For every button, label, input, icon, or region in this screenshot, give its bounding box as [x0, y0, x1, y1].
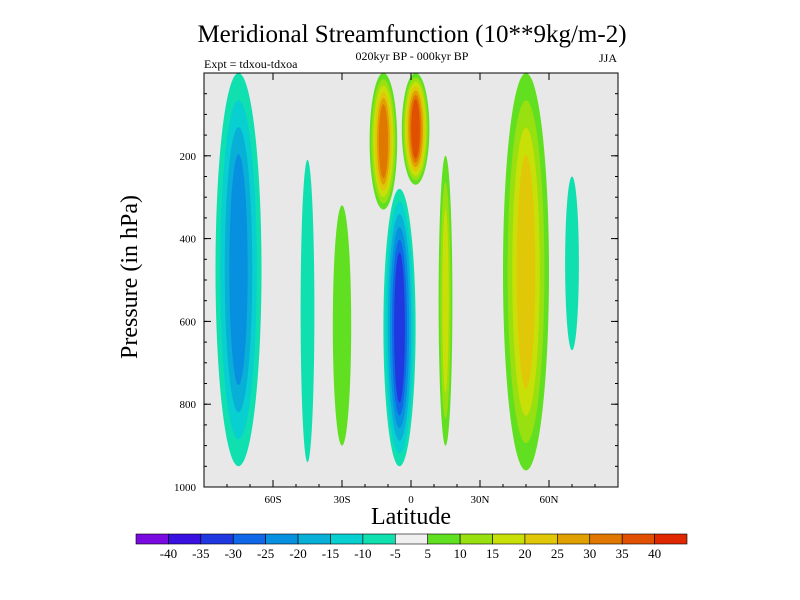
chart-title: Meridional Streamfunction (10**9kg/m-2) — [197, 21, 626, 48]
colorbar-label-2: -30 — [225, 546, 242, 561]
colorbar-swatch-7 — [362, 533, 396, 545]
colorbar-label-13: 30 — [583, 546, 596, 561]
colorbar-swatch-3 — [232, 533, 266, 545]
colorbar-swatch-1 — [168, 533, 202, 545]
contour-5-level-5 — [394, 252, 405, 403]
contour-8-level-0 — [565, 176, 579, 351]
colorbar-label-7: -5 — [390, 546, 401, 561]
contour-3-level-5 — [378, 104, 388, 179]
colorbar-swatch-9 — [427, 533, 461, 545]
colorbar-swatch-14 — [589, 533, 623, 545]
colorbar-swatch-16 — [654, 533, 688, 545]
colorbar-swatch-6 — [330, 533, 364, 545]
y-tick-label-3: 800 — [180, 399, 197, 411]
x-tick-label-4: 60N — [540, 494, 559, 506]
y-tick-label-1: 400 — [180, 234, 197, 246]
colorbar-swatch-0 — [135, 533, 169, 545]
colorbar-swatch-4 — [265, 533, 299, 545]
colorbar-label-11: 20 — [518, 546, 531, 561]
y-tick-label-0: 200 — [180, 151, 197, 163]
x-axis-label: Latitude — [371, 504, 451, 530]
x-tick-label-1: 30S — [333, 494, 350, 506]
y-axis-label: Pressure (in hPa) — [117, 195, 143, 359]
colorbar-swatch-5 — [297, 533, 331, 545]
colorbar-swatch-10 — [459, 533, 493, 545]
colorbar-label-15: 40 — [648, 546, 661, 561]
colorbar-swatch-12 — [524, 533, 558, 545]
contour-1-level-0 — [300, 159, 315, 463]
colorbar-swatch-2 — [200, 533, 234, 545]
colorbar-label-4: -20 — [289, 546, 306, 561]
contour-0-level-3 — [229, 154, 248, 386]
colorbar-label-12: 25 — [551, 546, 564, 561]
colorbar-label-0: -40 — [160, 546, 177, 561]
colorbar: -40 -35 -30 -25 -20 -15 -10 -5 5 10 15 20 25 30 35 40 — [135, 533, 688, 561]
y-tick-label-4: 1000 — [174, 482, 197, 494]
colorbar-swatch-15 — [621, 533, 655, 545]
contour-2-level-0 — [332, 205, 352, 446]
chart-subtitle: 020kyr BP - 000kyr BP — [356, 49, 469, 63]
colorbar-label-1: -35 — [192, 546, 209, 561]
colorbar-swatch-13 — [557, 533, 591, 545]
colorbar-label-8: 5 — [424, 546, 431, 561]
colorbar-label-9: 10 — [454, 546, 467, 561]
x-tick-label-2: 0 — [408, 494, 414, 506]
contour-7-level-3 — [516, 155, 536, 389]
contour-6-level-2 — [442, 208, 449, 393]
colorbar-swatch-11 — [492, 533, 526, 545]
x-tick-label-3: 30N — [471, 494, 490, 506]
colorbar-label-6: -10 — [354, 546, 371, 561]
contour-4-level-6 — [411, 99, 420, 159]
colorbar-label-14: 35 — [616, 546, 629, 561]
x-tick-label-0: 60S — [264, 494, 281, 506]
season-label: JJA — [599, 51, 617, 65]
colorbar-label-10: 15 — [486, 546, 499, 561]
colorbar-label-3: -25 — [257, 546, 274, 561]
contour-field — [215, 73, 579, 471]
axis-ticks: 60S 30S 0 30N 60N 200 400 600 800 1000 — [174, 73, 618, 506]
colorbar-swatch-8 — [394, 533, 429, 545]
y-tick-label-2: 600 — [180, 316, 197, 328]
experiment-label: Expt = tdxou-tdxoa — [204, 57, 298, 71]
colorbar-label-5: -15 — [322, 546, 339, 561]
